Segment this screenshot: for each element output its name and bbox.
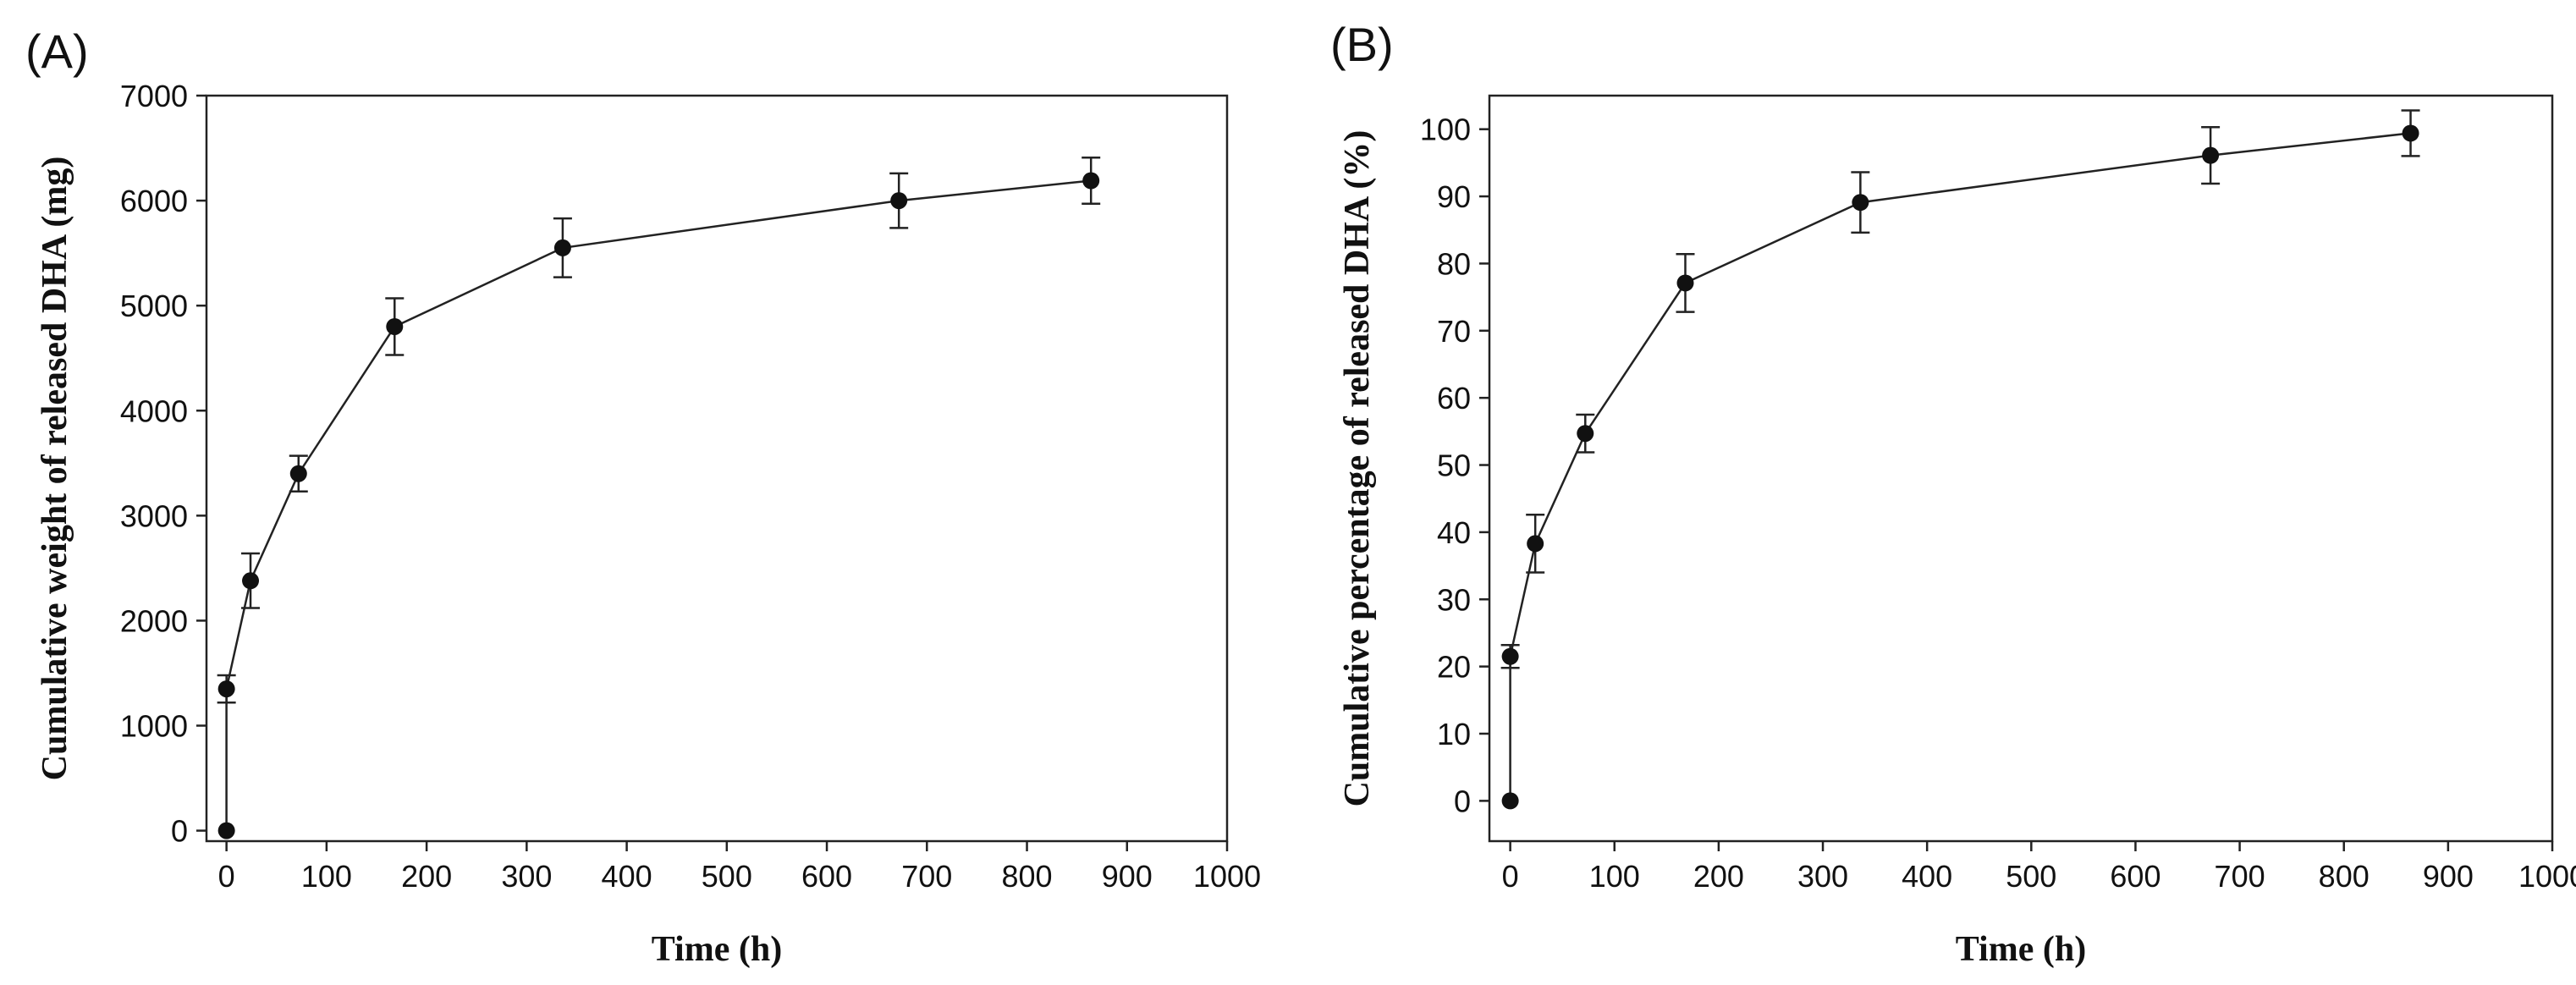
- y-tick-label: 6000: [120, 184, 188, 218]
- x-tick-label: 800: [2319, 859, 2370, 894]
- x-tick-label: 900: [1102, 859, 1153, 894]
- series-line: [225, 179, 1092, 831]
- x-tick-label: 500: [2006, 859, 2056, 894]
- y-tick-label: 60: [1437, 381, 1471, 415]
- x-tick-label: 100: [301, 859, 352, 894]
- y-tick-label: 5000: [120, 289, 188, 323]
- chart-panel-a: (A) 0 100 200 300 400 500 600 700 800 900 1000 0 1000…: [25, 25, 1261, 969]
- y-tick-label: 100: [1420, 113, 1471, 147]
- data-point: [217, 822, 235, 839]
- x-tick-label: 700: [2215, 859, 2265, 894]
- x-tick-label: 1000: [2518, 859, 2576, 894]
- series-line: [1509, 132, 2411, 801]
- y-axis-title: Cumulative percentage of released DHA (%…: [1338, 130, 1377, 807]
- data-point: [242, 572, 260, 590]
- panel-label: (A): [25, 25, 89, 78]
- x-tick-label: 800: [1001, 859, 1052, 894]
- data-point: [1852, 194, 1869, 212]
- data-point: [1501, 792, 1519, 810]
- x-tick-label: 700: [901, 859, 952, 894]
- y-axis-title: Cumulative weight of released DHA (mg): [36, 157, 74, 781]
- y-tick-label: 80: [1437, 246, 1471, 281]
- x-tick-label: 0: [1502, 859, 1519, 894]
- data-point: [553, 239, 571, 256]
- y-tick-label: 30: [1437, 582, 1471, 617]
- data-point: [1501, 647, 1519, 665]
- x-tick-label: 400: [602, 859, 652, 894]
- y-tick-label: 1000: [120, 709, 188, 744]
- data-point: [1676, 274, 1694, 292]
- x-tick-label: 200: [401, 859, 452, 894]
- y-tick-label: 0: [1454, 784, 1471, 818]
- data-point: [1577, 425, 1594, 443]
- data-point: [289, 465, 307, 482]
- x-tick-label: 600: [801, 859, 852, 894]
- y-tick-label: 20: [1437, 650, 1471, 685]
- x-tick-label: 600: [2110, 859, 2160, 894]
- x-tick-label: 300: [501, 859, 552, 894]
- data-point: [890, 192, 908, 210]
- x-tick-label: 500: [702, 859, 752, 894]
- y-tick-label: 40: [1437, 515, 1471, 550]
- y-tick-label: 10: [1437, 717, 1471, 751]
- y-tick-label: 2000: [120, 603, 188, 638]
- data-point: [1082, 172, 1100, 190]
- x-tick-label: 100: [1589, 859, 1640, 894]
- data-point: [386, 317, 404, 335]
- x-tick-label: 900: [2423, 859, 2474, 894]
- y-tick-label: 4000: [120, 393, 188, 428]
- y-tick-label: 7000: [120, 79, 188, 113]
- x-tick-label: 300: [1797, 859, 1848, 894]
- x-axis-title: Time (h): [652, 930, 782, 969]
- y-tick-label: 90: [1437, 179, 1471, 214]
- data-point: [217, 680, 235, 698]
- data-point: [2202, 146, 2220, 164]
- data-point: [2402, 124, 2419, 142]
- x-tick-label: 0: [218, 859, 235, 894]
- x-tick-label: 200: [1693, 859, 1744, 894]
- y-tick-label: 3000: [120, 498, 188, 533]
- x-tick-label: 400: [1902, 859, 1952, 894]
- plot-frame: [205, 94, 1229, 843]
- data-point: [1527, 535, 1544, 553]
- x-tick-label: 1000: [1193, 859, 1261, 894]
- panel-label: (B): [1330, 18, 1394, 71]
- chart-panel-b: (B) 0 100 200 300 400 500 600 700 800 900 1000 0 10 20…: [1330, 18, 2576, 969]
- plot-frame: [1488, 94, 2554, 843]
- x-axis-title: Time (h): [1956, 930, 2086, 969]
- y-tick-label: 50: [1437, 448, 1471, 483]
- y-tick-label: 0: [171, 814, 188, 849]
- y-tick-label: 70: [1437, 314, 1471, 349]
